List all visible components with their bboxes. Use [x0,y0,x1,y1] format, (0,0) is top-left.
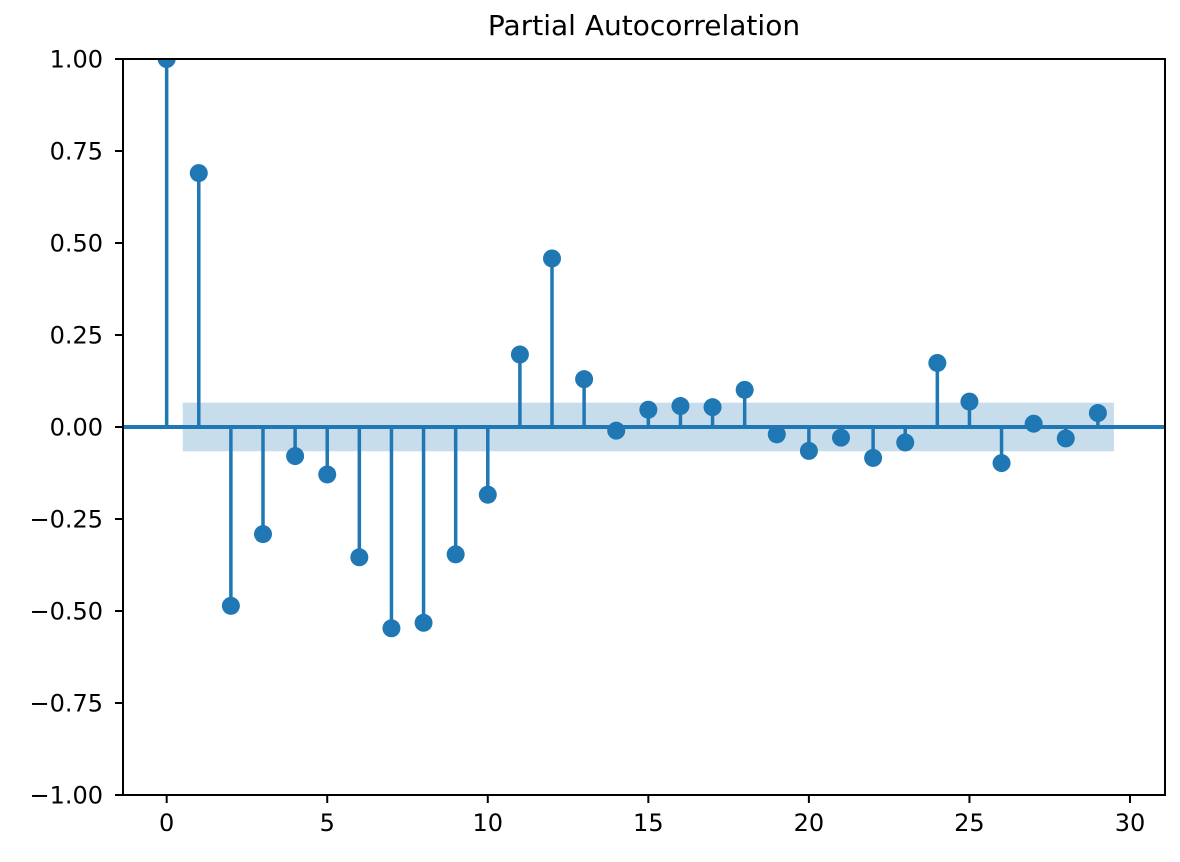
marker-dot-lag-23 [896,433,915,452]
marker-dot-lag-28 [1056,429,1075,448]
marker-dot-lag-26 [992,454,1011,473]
plot-data-layer [123,59,1165,638]
marker-dot-lag-16 [671,397,690,416]
marker-dot-lag-11 [510,345,529,364]
marker-dot-lag-1 [189,164,208,183]
marker-dot-lag-14 [607,421,626,440]
marker-dot-lag-2 [221,596,240,615]
marker-dot-lag-19 [767,425,786,444]
marker-dot-lag-21 [832,428,851,447]
marker-dot-lag-12 [543,249,562,268]
marker-dot-lag-0 [157,59,176,68]
marker-dot-lag-5 [318,465,337,484]
x-tick-label: 0 [159,809,174,837]
x-tick-label: 15 [633,809,664,837]
marker-dot-lag-20 [799,441,818,460]
y-tick-label: 0.75 [50,138,103,166]
y-tick-label: 0.00 [50,414,103,442]
marker-dot-lag-10 [478,485,497,504]
x-tick-label: 25 [954,809,985,837]
chart-title: Partial Autocorrelation [487,9,801,42]
y-tick-label: −0.25 [29,506,103,534]
marker-dot-lag-13 [575,370,594,389]
marker-dot-lag-8 [414,613,433,632]
x-tick-label: 20 [794,809,825,837]
marker-dot-lag-7 [382,619,401,638]
y-tick-label: −0.75 [29,690,103,718]
marker-dot-lag-27 [1024,414,1043,433]
marker-dot-lag-17 [703,398,722,417]
marker-dot-lag-15 [639,400,658,419]
y-tick-label: −0.50 [29,598,103,626]
marker-dot-lag-29 [1088,404,1107,423]
marker-dot-lag-24 [928,353,947,372]
y-tick-label: 0.50 [50,230,103,258]
marker-dot-lag-9 [446,545,465,564]
x-tick-label: 30 [1115,809,1146,837]
marker-dot-lag-6 [350,548,369,567]
marker-dot-lag-3 [254,525,273,544]
y-tick-label: 1.00 [50,46,103,74]
marker-dot-lag-18 [735,380,754,399]
marker-dot-lag-4 [286,447,305,466]
x-tick-label: 5 [320,809,335,837]
x-tick-label: 10 [473,809,504,837]
marker-dot-lag-22 [864,448,883,467]
y-tick-label: −1.00 [29,782,103,810]
y-tick-label: 0.25 [50,322,103,350]
marker-dot-lag-25 [960,392,979,411]
